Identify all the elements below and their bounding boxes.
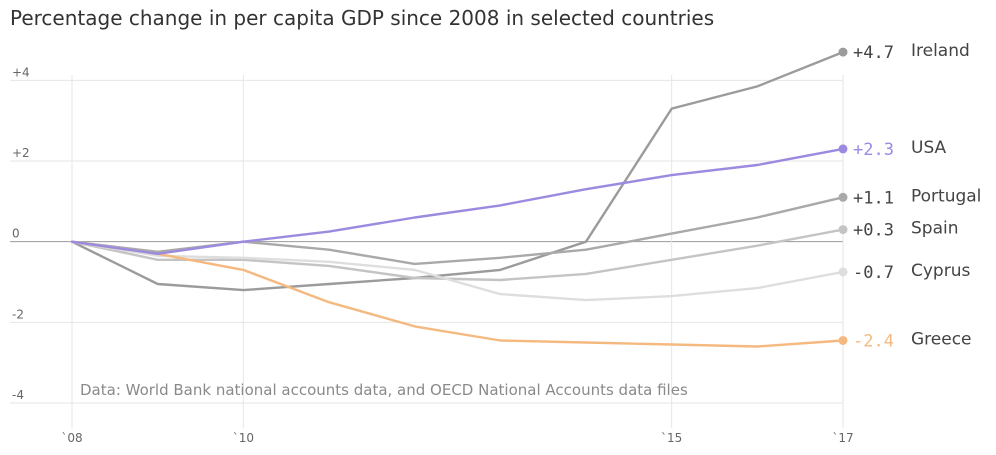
series-line-usa: [70, 147, 845, 256]
grid: [10, 75, 844, 428]
end-value-greece: -2.4: [853, 331, 894, 351]
series-line-portugal: [70, 196, 845, 266]
end-value-cyprus: -0.7: [853, 263, 894, 283]
x-tick-label: `08: [61, 431, 82, 445]
series-line-greece: [70, 240, 845, 348]
end-value-usa: +2.3: [853, 140, 894, 160]
series-name-spain: Spain: [911, 219, 959, 239]
end-value-portugal: +1.1: [853, 188, 894, 208]
series-name-ireland: Ireland: [911, 41, 970, 61]
end-point-portugal: [838, 192, 848, 202]
y-tick-label: +4: [12, 65, 30, 79]
end-labels: +4.7 Ireland +1.1 Portugal +0.3 Spain -0.7 Cypr…: [853, 41, 981, 351]
source-note: Data: World Bank national accounts data,…: [80, 381, 688, 399]
end-value-spain: +0.3: [853, 221, 894, 241]
series-name-portugal: Portugal: [911, 186, 981, 206]
y-tick-label: 0: [12, 227, 20, 241]
y-tick-label: -2: [12, 307, 24, 321]
end-point-cyprus: [838, 267, 848, 277]
axes: +4 +2 0 -2 -4 `08 `10 `15 `17: [12, 65, 854, 445]
series-name-cyprus: Cyprus: [911, 261, 970, 281]
end-point-ireland: [838, 47, 848, 57]
x-tick-label: `15: [661, 431, 682, 445]
x-tick-label: `10: [233, 431, 254, 445]
series-name-greece: Greece: [911, 329, 972, 349]
end-point-usa: [838, 144, 848, 154]
series-lines: [70, 47, 848, 348]
series-name-usa: USA: [911, 138, 947, 158]
series-line-ireland: [70, 50, 845, 292]
y-tick-label: -4: [12, 388, 24, 402]
end-value-ireland: +4.7: [853, 43, 894, 63]
y-tick-label: +2: [12, 146, 30, 160]
series-line-cyprus: [70, 240, 845, 302]
x-tick-label: `17: [832, 431, 853, 445]
end-point-spain: [838, 225, 848, 235]
chart-title: Percentage change in per capita GDP sinc…: [10, 6, 715, 30]
series-line-spain: [70, 228, 845, 282]
end-point-greece: [838, 335, 848, 345]
